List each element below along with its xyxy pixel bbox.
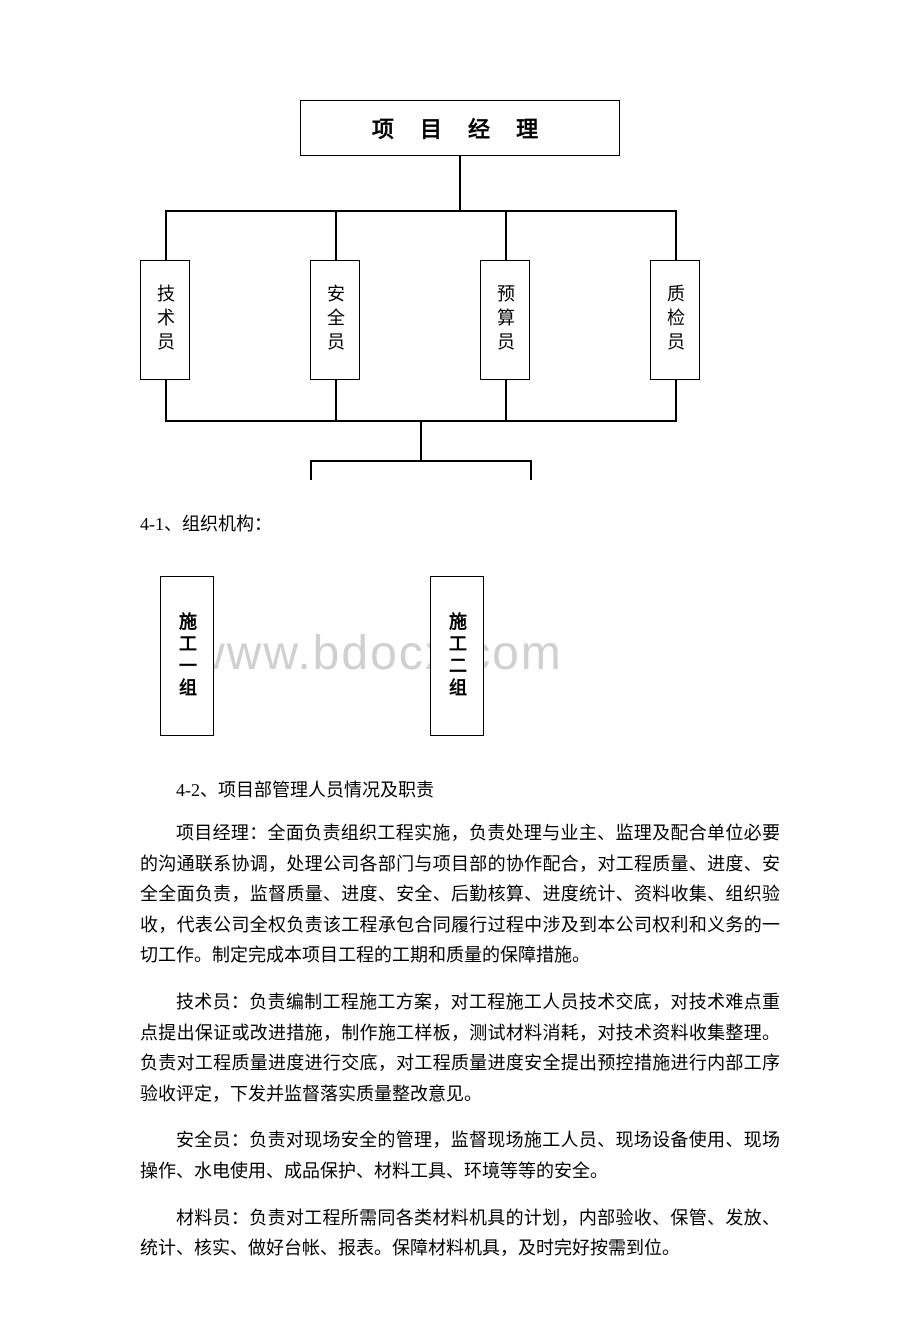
connector-line: [310, 460, 312, 480]
connector-line: [505, 380, 507, 420]
connector-line: [420, 420, 422, 460]
team-diagram: www.bdocx.com 施工一组 施工二组: [140, 576, 780, 746]
connector-line: [675, 380, 677, 420]
connector-line: [459, 156, 461, 210]
node-quality-inspector: 质检员: [650, 260, 700, 380]
caption-org-structure: 4-1、组织机构：: [140, 510, 780, 536]
connector-line: [505, 210, 507, 260]
paragraph-material-officer: 材料员：负责对工程所需同各类材料机具的计划，内部验收、保管、发放、统计、核实、做…: [140, 1203, 780, 1264]
connector-line: [310, 460, 530, 462]
node-budget-officer: 预算员: [480, 260, 530, 380]
connector-line: [335, 380, 337, 420]
connector-line: [165, 380, 167, 420]
watermark-text: www.bdocx.com: [190, 626, 563, 681]
node-safety-officer: 安全员: [310, 260, 360, 380]
node-project-manager: 项 目 经 理: [300, 100, 620, 156]
paragraph-technician: 技术员：负责编制工程施工方案，对工程施工人员技术交底，对技术难点重点提出保证或改…: [140, 987, 780, 1109]
node-team-2: 施工二组: [430, 576, 484, 736]
connector-line: [335, 210, 337, 260]
connector-line: [530, 460, 532, 480]
document-page: 项 目 经 理 技术员 安全员 预算员 质检员 4-1、组织机构： www.bd…: [0, 0, 920, 1340]
connector-line: [165, 210, 675, 212]
paragraph-safety-officer: 安全员：负责对现场安全的管理，监督现场施工人员、现场设备使用、现场操作、水电使用…: [140, 1125, 780, 1186]
node-technician: 技术员: [140, 260, 190, 380]
paragraph-project-manager: 项目经理：全面负责组织工程实施，负责处理与业主、监理及配合单位必要的沟通联系协调…: [140, 818, 780, 971]
section-title: 4-2、项目部管理人员情况及职责: [140, 776, 780, 802]
node-team-1: 施工一组: [160, 576, 214, 736]
org-chart-diagram: 项 目 经 理 技术员 安全员 预算员 质检员: [140, 100, 780, 480]
connector-line: [675, 210, 677, 260]
connector-line: [165, 210, 167, 260]
